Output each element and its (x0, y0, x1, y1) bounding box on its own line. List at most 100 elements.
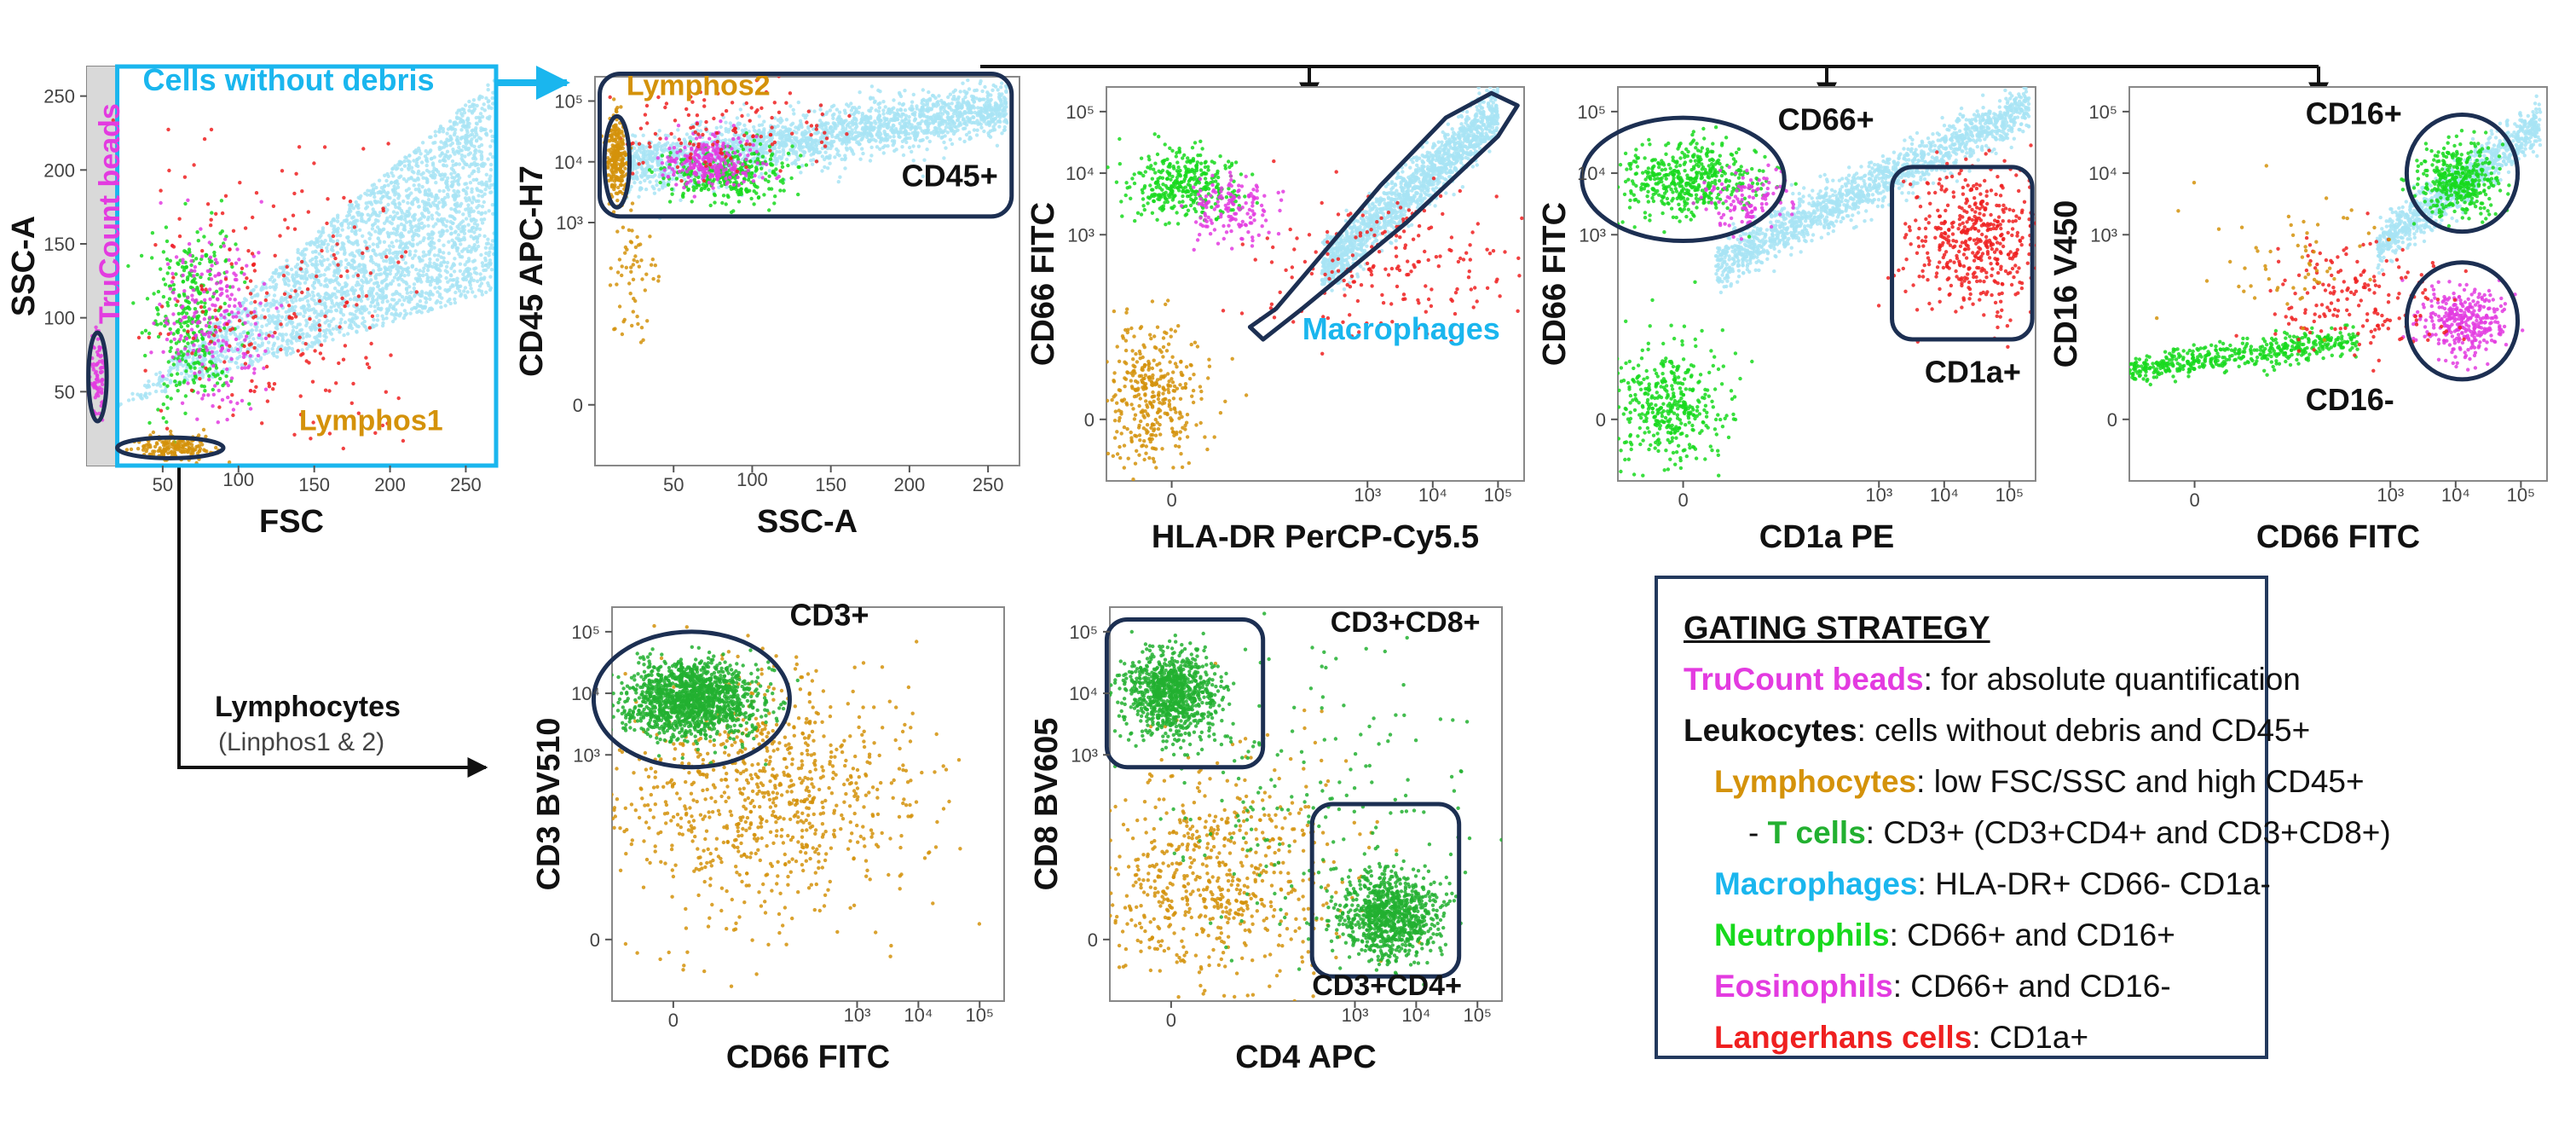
legend-desc-eosinophils: : CD66+ and CD16- (1892, 969, 2171, 1004)
p5-events (2129, 94, 2543, 387)
p6-ylabel: CD3 BV510 (531, 718, 567, 891)
p2-ytick-label: 10⁴ (554, 152, 583, 173)
p5-gate-cd16--label: CD16- (2306, 382, 2394, 417)
p6-xtick-label: 10⁵ (965, 1004, 994, 1026)
legend-line-neutrophils: Neutrophils: CD66+ and CD16+ (1684, 910, 2265, 961)
legend-desc-trucount: : for absolute quantification (1923, 662, 2301, 697)
legend-prefix-tcells: - (1748, 815, 1768, 850)
p1-debris-region (87, 67, 118, 466)
legend-line-tcells: - T cells: CD3+ (CD3+CD4+ and CD3+CD8+) (1684, 808, 2391, 859)
p5-xtick-label: 0 (2189, 489, 2199, 511)
p7-ytick-label: 0 (1088, 929, 1098, 951)
p5-gate-cd16- (2404, 112, 2521, 234)
legend-label-eosinophils: Eosinophils (1714, 969, 1893, 1004)
p5-xtick-label: 10⁵ (2507, 484, 2536, 506)
p6-xtick-label: 0 (668, 1010, 679, 1031)
p3-population-lymphocytes (1106, 298, 1249, 481)
p4-population-neutrophils (1618, 125, 1798, 239)
p1-gate-lymphos1 (115, 435, 226, 460)
p4-ytick-label: 0 (1596, 409, 1606, 431)
legend-line-leukocytes: Leukocytes: cells without debris and CD4… (1684, 705, 2310, 756)
legend-label-tcells: T cells (1767, 815, 1866, 850)
p4-events (1618, 87, 2036, 478)
p6-population-lymphocytes (612, 623, 982, 988)
p7-xtick-label: 10³ (1342, 1004, 1369, 1026)
p7-xtick-label: 0 (1166, 1010, 1176, 1031)
p7-events (1110, 611, 1502, 1001)
p7-population-lymphocytes (1110, 662, 1422, 1001)
p4-population-macrophages (1713, 87, 2031, 295)
p2-xtick-label: 250 (973, 474, 1004, 495)
p7-gate-cd3-cd4--label: CD3+CD4+ (1312, 970, 1462, 1002)
legend-label-trucount: TruCount beads (1684, 662, 1924, 697)
p1-plot: Cells without debris TruCount beads Lympho… (6, 62, 499, 540)
p5-population-eosinophils (2400, 278, 2525, 372)
p2-population-lympho-low (608, 201, 661, 344)
p5-ytick-label: 10⁴ (2088, 163, 2117, 184)
p2-population-lymphos2 (599, 97, 633, 214)
p1-xtick-label: 50 (153, 474, 173, 495)
p1-gate-trucount-beads (86, 330, 109, 424)
lymphocytes-sublabel: (Linphos1 & 2) (218, 728, 384, 756)
flow-arrows: Lymphocytes (Linphos1 & 2) (177, 65, 2329, 778)
p6-population-t-cells (612, 645, 800, 767)
p5-xlabel: CD66 FITC (2256, 519, 2420, 555)
p4-xtick-label: 10⁴ (1930, 484, 1959, 506)
p2-xtick-label: 150 (815, 474, 846, 495)
p3-population-langerhans-cells (1221, 159, 1524, 356)
p1-xtick-label: 150 (298, 474, 330, 495)
p1-ytick-label: 250 (43, 86, 75, 107)
p7-xtick-label: 10⁵ (1463, 1004, 1492, 1026)
p1-xlabel: FSC (259, 504, 324, 540)
p1-population-langerhans-cells (111, 118, 437, 451)
p7-gate-cd3-cd4- (1309, 802, 1462, 979)
p5-population-lympho (2155, 164, 2391, 342)
legend-title: GATING STRATEGY (1684, 611, 1990, 646)
p4-ylabel: CD66 FITC (1537, 202, 1573, 366)
p4-ytick-label: 10⁴ (1577, 163, 1606, 184)
p2-gate-cd45- (598, 71, 1014, 219)
p4-gate-cd1a--label: CD1a+ (1925, 355, 2021, 390)
p3-ytick-label: 10³ (1067, 224, 1095, 246)
p4-gate-cd66- (1580, 115, 1787, 243)
p3-ytick-label: 10⁴ (1066, 163, 1095, 184)
p1-xtick-label: 250 (450, 474, 482, 495)
p7-gate-cd3-cd8--label: CD3+CD8+ (1331, 606, 1481, 639)
p5-ylabel: CD16 V450 (2048, 200, 2084, 368)
p2-gate-lymphos2 (602, 113, 632, 210)
arrow-to-lymphocytes (177, 460, 488, 778)
p3-xlabel: HLA-DR PerCP-Cy5.5 (1152, 519, 1479, 555)
p7-ytick-label: 10³ (1071, 744, 1098, 766)
p4-xlabel: CD1a PE (1759, 519, 1894, 555)
p6-events (612, 623, 982, 988)
p1-gate-cells-without-debris-label: Cells without debris (143, 62, 435, 97)
p6-xtick-label: 10³ (844, 1004, 871, 1026)
p4-ytick-label: 10³ (1579, 224, 1606, 246)
p7-ytick-label: 10⁵ (1069, 622, 1098, 643)
p5-population-lymphocytes (2129, 323, 2359, 387)
p2-xtick-label: 50 (663, 474, 684, 495)
p2-ytick-label: 0 (573, 395, 583, 416)
p7-xlabel: CD4 APC (1235, 1039, 1376, 1075)
p2-ytick-label: 10⁵ (554, 91, 583, 113)
p1-gate-trucount-beads-label: TruCount beads (94, 103, 126, 324)
p1-xtick-label: 200 (374, 474, 406, 495)
p7-ytick-label: 10⁴ (1069, 683, 1098, 704)
legend-label-langerhans: Langerhans cells (1714, 1020, 1972, 1055)
legend-desc-lymphocytes: : low FSC/SSC and high CD45+ (1916, 764, 2365, 799)
legend-line-trucount: TruCount beads: for absolute quantificat… (1684, 654, 2301, 705)
p4-xtick-label: 0 (1678, 489, 1688, 511)
legend-label-leukocytes: Leukocytes (1684, 713, 1857, 748)
p2-population-eosinophils (656, 119, 781, 199)
p3-gate-macrophages-label: Macrophages (1302, 311, 1500, 346)
p1-ytick-label: 200 (43, 159, 75, 181)
legend-desc-tcells: : CD3+ (CD3+CD4+ and CD3+CD8+) (1865, 815, 2391, 850)
p7-plot: CD3+CD8+ CD3+CD4+ 0 10³ 10⁴ 10⁵ 0 10³ 10⁴ 10⁵ CD4 … (1029, 606, 1503, 1075)
p4-xtick-label: 10⁵ (1996, 484, 2024, 506)
p2-xtick-label: 100 (736, 469, 768, 490)
p7-ylabel: CD8 BV605 (1029, 718, 1065, 891)
legend-line-macrophages: Macrophages: HLA-DR+ CD66- CD1a- (1684, 859, 2271, 910)
p1-ytick-label: 150 (43, 234, 75, 255)
